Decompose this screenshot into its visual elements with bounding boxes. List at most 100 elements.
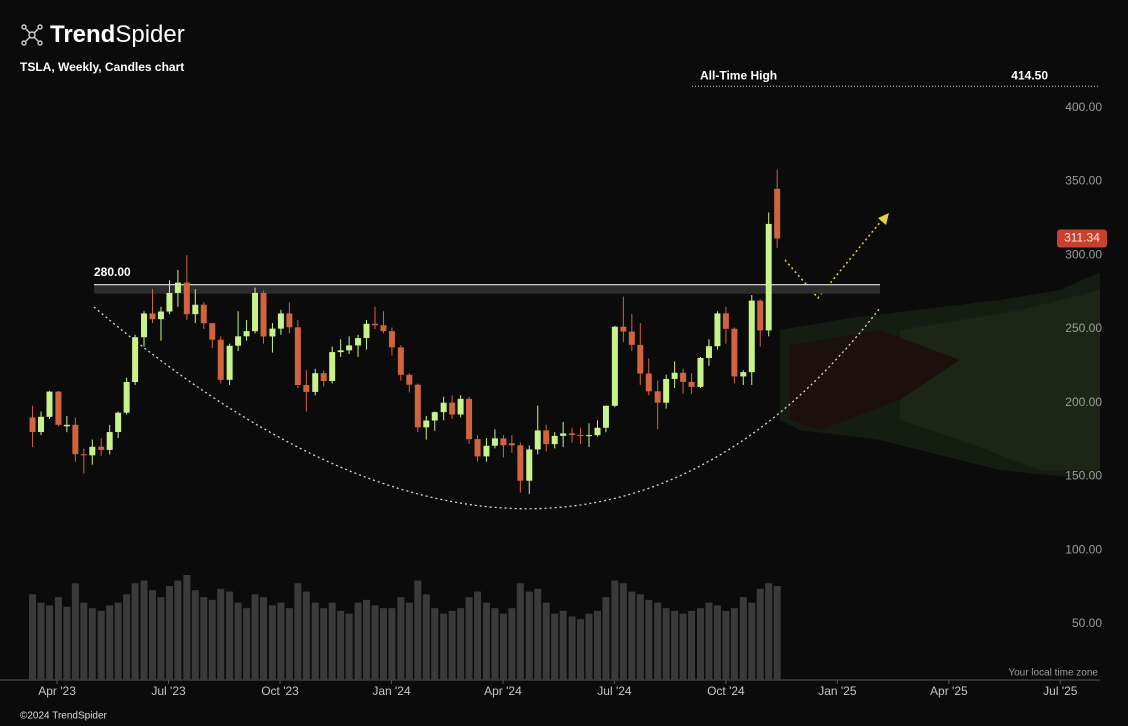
candle-body <box>620 326 627 332</box>
volume-bar <box>593 610 601 680</box>
volume-bar <box>397 597 405 680</box>
candle-body <box>269 328 276 337</box>
candle-body <box>457 398 464 415</box>
volume-bar <box>311 602 319 680</box>
candle-body <box>397 347 404 375</box>
x-tick-label: Jan '25 <box>818 684 857 698</box>
volume-bar <box>371 605 379 680</box>
logo-icon <box>21 24 43 46</box>
candle-body <box>115 412 122 433</box>
resistance-label: 280.00 <box>94 265 131 279</box>
volume-bars <box>29 575 781 680</box>
resistance-zone <box>94 284 880 294</box>
candle-body <box>141 313 148 338</box>
volume-bar <box>773 586 781 680</box>
volume-bar <box>97 610 105 680</box>
volume-bar <box>431 608 439 680</box>
volume-bar <box>748 602 756 680</box>
candle-body <box>371 323 378 326</box>
candle-body <box>611 326 618 406</box>
candle-body <box>414 384 421 428</box>
volume-bar <box>448 610 456 680</box>
candle-body <box>217 339 224 380</box>
candle-body <box>517 445 524 481</box>
volume-bar <box>191 590 199 680</box>
y-tick-label: 150.00 <box>1065 469 1102 483</box>
volume-bar <box>730 608 738 680</box>
candle-body <box>406 374 413 385</box>
candle-body <box>337 350 344 353</box>
candle-body <box>132 337 139 383</box>
candle-body <box>543 430 550 445</box>
volume-bar <box>277 602 285 680</box>
volume-bar <box>337 610 345 680</box>
volume-bar <box>491 608 499 680</box>
x-tick-label: Jul '24 <box>597 684 632 698</box>
candle-body <box>380 325 387 332</box>
volume-bar <box>45 605 53 680</box>
volume-bar <box>559 610 567 680</box>
volume-bar <box>29 594 37 680</box>
candle-body <box>697 357 704 387</box>
volume-bar <box>54 597 62 680</box>
candle-body <box>440 402 447 413</box>
volume-bar <box>756 588 764 680</box>
volume-bar <box>63 606 71 680</box>
candle-body <box>526 449 533 481</box>
candle-body <box>294 327 301 385</box>
candle-body <box>534 430 541 450</box>
candle-body <box>474 439 481 457</box>
candle-body <box>166 292 173 312</box>
candles <box>29 169 781 495</box>
candle-body <box>55 391 62 425</box>
volume-bar <box>388 608 396 680</box>
candle-body <box>200 304 207 324</box>
x-tick-label: Jan '24 <box>372 684 411 698</box>
volume-bar <box>611 580 619 680</box>
volume-bar <box>414 580 422 680</box>
candle-body <box>123 382 130 413</box>
candle-body <box>628 331 635 345</box>
y-tick-label: 300.00 <box>1065 247 1102 261</box>
volume-bar <box>200 597 208 680</box>
volume-bar <box>645 599 653 680</box>
candle-body <box>260 292 267 337</box>
volume-bar <box>619 583 627 680</box>
x-tick-label: Jul '25 <box>1043 684 1078 698</box>
candle-body <box>252 292 259 332</box>
candle-body <box>569 433 576 435</box>
volume-bar <box>320 608 328 680</box>
last-price-label: 311.34 <box>1064 231 1100 245</box>
candle-body <box>226 345 233 380</box>
candle-body <box>235 336 242 346</box>
chart-subtitle: TSLA, Weekly, Candles chart <box>20 60 184 74</box>
volume-bar <box>457 608 465 680</box>
candle-body <box>329 352 336 382</box>
volume-bar <box>534 588 542 680</box>
volume-bar <box>88 608 96 680</box>
volume-bar <box>568 616 576 680</box>
volume-bar <box>37 602 45 680</box>
candle-body <box>277 313 284 329</box>
volume-profile <box>780 272 1100 480</box>
candle-body <box>774 188 781 239</box>
candle-body <box>183 282 190 315</box>
candle-body <box>149 313 156 320</box>
y-tick-label: 400.00 <box>1065 100 1102 114</box>
candle-body <box>312 373 319 392</box>
candle-body <box>157 311 164 320</box>
copyright: ©2024 TrendSpider <box>20 711 108 722</box>
volume-bar <box>345 613 353 680</box>
volume-bar <box>183 575 191 680</box>
volume-bar <box>422 594 430 680</box>
volume-bar <box>577 619 585 680</box>
volume-bar <box>251 594 259 680</box>
volume-bar <box>243 608 251 680</box>
candle-body <box>346 345 353 351</box>
volume-bar <box>71 583 79 680</box>
volume-bar <box>628 591 636 680</box>
volume-bar <box>636 594 644 680</box>
volume-bar <box>234 602 242 680</box>
volume-bar <box>165 586 173 680</box>
